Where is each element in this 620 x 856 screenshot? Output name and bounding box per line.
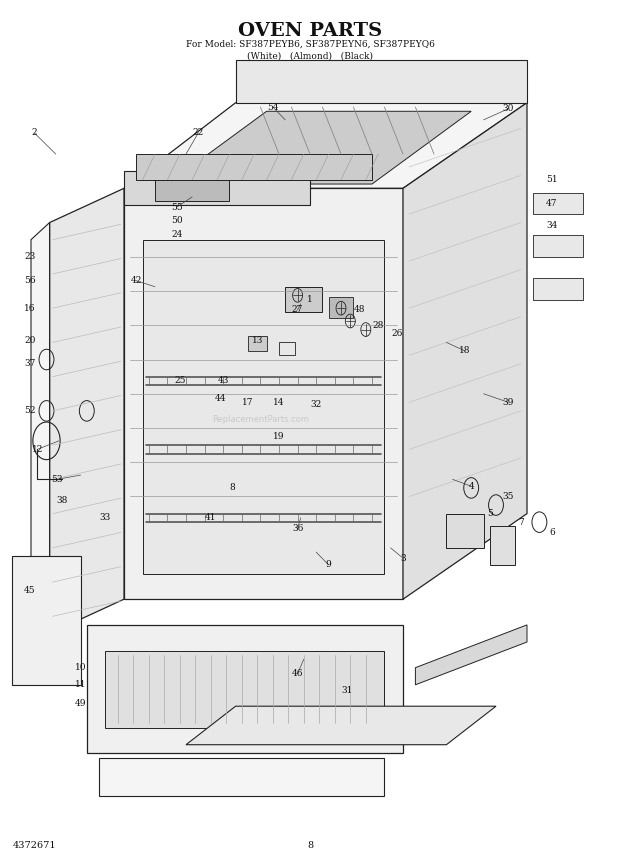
Bar (279, 342, 294, 355)
Text: 23: 23 (24, 253, 35, 261)
Bar (329, 297, 353, 318)
Text: 5: 5 (487, 509, 493, 518)
Text: 41: 41 (205, 514, 216, 522)
Polygon shape (87, 625, 403, 753)
Text: 8: 8 (307, 841, 313, 850)
Text: 4: 4 (468, 482, 474, 490)
Polygon shape (124, 171, 310, 205)
Text: 35: 35 (503, 492, 514, 501)
Text: 49: 49 (75, 699, 86, 708)
Polygon shape (31, 223, 50, 651)
Text: 28: 28 (373, 321, 384, 330)
Text: 32: 32 (311, 400, 322, 408)
Text: 31: 31 (342, 687, 353, 695)
Text: OVEN PARTS: OVEN PARTS (238, 21, 382, 40)
Text: 4372671: 4372671 (12, 841, 56, 850)
Text: 43: 43 (218, 377, 229, 385)
Text: 3: 3 (400, 554, 406, 562)
Text: ReplacementParts.com: ReplacementParts.com (212, 415, 309, 424)
Text: 25: 25 (174, 377, 185, 385)
Text: 52: 52 (24, 407, 35, 415)
Text: 42: 42 (131, 276, 142, 285)
Text: (White)   (Almond)   (Black): (White) (Almond) (Black) (247, 51, 373, 60)
Polygon shape (124, 188, 403, 599)
Text: 46: 46 (292, 669, 303, 678)
Text: 16: 16 (24, 304, 35, 312)
Text: 27: 27 (292, 306, 303, 314)
Text: 51: 51 (546, 175, 557, 184)
Text: 56: 56 (24, 276, 35, 285)
Bar (490, 526, 515, 565)
Polygon shape (403, 103, 527, 599)
Bar (285, 287, 322, 312)
Text: 1: 1 (307, 295, 313, 304)
Text: 20: 20 (24, 336, 35, 345)
Text: 9: 9 (326, 561, 332, 569)
Polygon shape (186, 706, 496, 745)
Text: 11: 11 (75, 681, 86, 689)
Text: 36: 36 (292, 524, 303, 532)
Text: 37: 37 (24, 360, 35, 368)
Text: 44: 44 (215, 394, 226, 402)
Polygon shape (167, 111, 471, 184)
Polygon shape (124, 103, 527, 188)
Text: 2: 2 (31, 128, 37, 137)
Bar (248, 336, 267, 351)
Bar (533, 278, 583, 300)
Text: 45: 45 (24, 586, 35, 595)
Text: 6: 6 (549, 528, 555, 537)
Polygon shape (136, 154, 372, 180)
Polygon shape (415, 625, 527, 685)
Text: 24: 24 (171, 230, 182, 239)
Text: 50: 50 (171, 217, 182, 225)
Text: 17: 17 (242, 398, 254, 407)
Bar (155, 180, 229, 201)
Text: For Model: SF387PEYB6, SF387PEYN6, SF387PEYQ6: For Model: SF387PEYB6, SF387PEYN6, SF387… (185, 40, 435, 49)
Text: 39: 39 (503, 398, 514, 407)
Text: 47: 47 (546, 199, 557, 208)
Polygon shape (99, 758, 384, 796)
Text: 26: 26 (391, 330, 402, 338)
Text: 34: 34 (546, 222, 557, 230)
Polygon shape (143, 240, 384, 574)
Text: 33: 33 (100, 514, 111, 522)
Bar (105, 651, 384, 728)
Text: 55: 55 (171, 203, 182, 211)
Text: 53: 53 (51, 475, 63, 484)
Text: 12: 12 (32, 445, 43, 454)
Text: 7: 7 (518, 518, 524, 526)
Text: 13: 13 (252, 336, 263, 345)
Text: 22: 22 (193, 128, 204, 137)
Text: 30: 30 (503, 104, 514, 113)
Text: 14: 14 (273, 398, 285, 407)
Text: 8: 8 (229, 484, 236, 492)
Text: 48: 48 (354, 306, 365, 314)
Bar (533, 235, 583, 257)
Bar (533, 193, 583, 214)
Bar (446, 514, 484, 548)
Text: 54: 54 (267, 103, 278, 111)
Text: 18: 18 (459, 347, 471, 355)
Polygon shape (12, 556, 81, 685)
Polygon shape (236, 60, 527, 103)
Text: 38: 38 (56, 496, 68, 505)
Polygon shape (50, 188, 124, 633)
Text: 10: 10 (75, 663, 86, 672)
Text: 19: 19 (273, 432, 285, 441)
